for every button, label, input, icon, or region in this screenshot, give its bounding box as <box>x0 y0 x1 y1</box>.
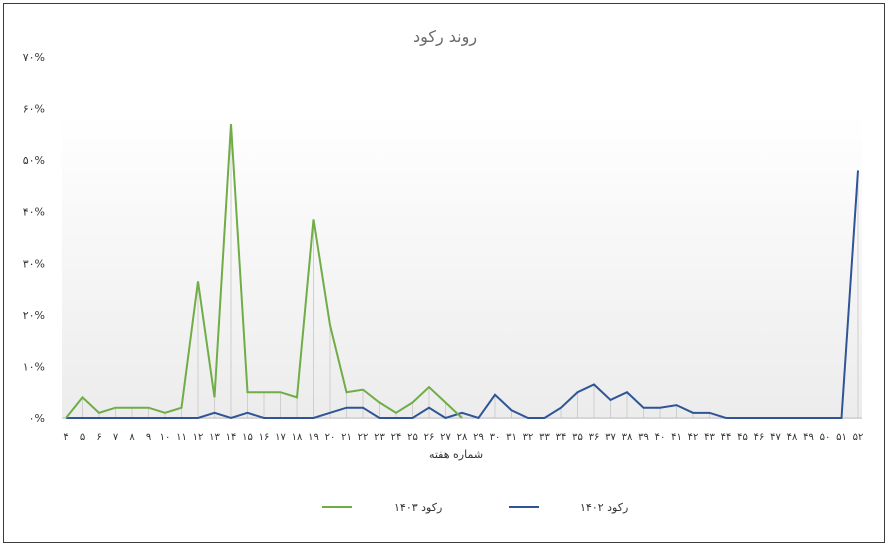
x-tick-label: ۱۵ <box>242 432 253 443</box>
x-tick-label: ۲۱ <box>341 432 352 443</box>
legend-label-1403: رکود ۱۴۰۳ <box>394 501 442 514</box>
y-tick-label: ۴۰% <box>23 206 45 219</box>
x-tick-label: ۱۶ <box>259 432 270 443</box>
x-axis-title: شماره هفته <box>429 448 483 461</box>
x-tick-label: ۴ <box>63 432 68 443</box>
x-axis: ۴ ۵ ۶ ۷ ۸ ۹ ۱۰ ۱۱ ۱۲ ۱۳ ۱۴ ۱۵ ۱۶ ۱۷ ۱۸ ۱۹ ۲۰ ۲۱ ۲۲ ۲۳ ۲۴ ۲۵ ۲۶… <box>63 432 863 443</box>
x-tick-label: ۳۲ <box>523 432 534 443</box>
x-tick-label: ۳۱ <box>506 432 517 443</box>
x-tick-label: ۳۶ <box>589 432 600 443</box>
x-tick-label: ۳۷ <box>605 432 616 443</box>
x-tick-label: ۴۰ <box>655 432 666 443</box>
y-tick-label: ۳۰% <box>23 257 45 270</box>
x-tick-label: ۴۳ <box>704 432 715 443</box>
x-tick-label: ۵۱ <box>836 432 847 443</box>
x-tick-label: ۱۸ <box>292 432 303 443</box>
x-tick-label: ۲۲ <box>358 432 369 443</box>
x-tick-label: ۳۴ <box>556 432 567 443</box>
x-tick-label: ۵ <box>80 432 85 443</box>
x-tick-label: ۲۶ <box>424 432 435 443</box>
legend: رکود ۱۴۰۳ رکود ۱۴۰۲ <box>322 501 628 514</box>
x-tick-label: ۱۰ <box>160 432 171 443</box>
x-tick-label: ۳۹ <box>638 432 649 443</box>
x-tick-label: ۴۷ <box>770 432 781 443</box>
y-tick-label: ۵۰% <box>23 154 45 167</box>
x-tick-label: ۴۶ <box>754 432 765 443</box>
x-tick-label: ۴۲ <box>688 432 699 443</box>
x-tick-label: ۲۵ <box>407 432 418 443</box>
x-tick-label: ۶ <box>96 432 101 443</box>
x-tick-label: ۵۲ <box>853 432 864 443</box>
x-tick-label: ۲۹ <box>473 432 484 443</box>
y-tick-label: ۷۰% <box>23 51 45 64</box>
x-tick-label: ۱۴ <box>226 432 237 443</box>
x-tick-label: ۲۳ <box>374 432 385 443</box>
x-tick-label: ۳۳ <box>539 432 550 443</box>
x-tick-label: ۲۴ <box>391 432 402 443</box>
x-tick-label: ۴۵ <box>737 432 748 443</box>
y-tick-label: ۶۰% <box>23 103 45 116</box>
drop-lines <box>82 124 859 418</box>
y-axis: ۰% ۱۰% ۲۰% ۳۰% ۴۰% ۵۰% ۶۰% ۷۰% <box>23 51 45 425</box>
x-tick-label: ۲۰ <box>325 432 336 443</box>
x-tick-label: ۱۹ <box>308 432 319 443</box>
x-tick-label: ۱۲ <box>193 432 204 443</box>
x-tick-label: ۳۰ <box>490 432 501 443</box>
x-tick-label: ۴۹ <box>803 432 814 443</box>
x-tick-label: ۴۴ <box>721 432 732 443</box>
x-tick-label: ۲۷ <box>440 432 451 443</box>
series-layer <box>65 123 859 420</box>
x-tick-label: ۱۷ <box>275 432 286 443</box>
chart-title: روند رکود <box>413 27 477 47</box>
legend-label-1402: رکود ۱۴۰۲ <box>580 501 628 514</box>
x-tick-label: ۲۸ <box>457 432 468 443</box>
y-tick-label: ۲۰% <box>23 309 45 322</box>
x-tick-label: ۳۸ <box>622 432 633 443</box>
y-tick-label: ۱۰% <box>23 360 45 373</box>
x-tick-label: ۴۱ <box>671 432 682 443</box>
x-tick-label: ۱۳ <box>209 432 220 443</box>
x-tick-label: ۷ <box>113 432 119 443</box>
x-tick-label: ۸ <box>129 432 135 443</box>
x-tick-label: ۹ <box>146 432 151 443</box>
series-line <box>66 170 859 420</box>
series-line <box>65 123 463 419</box>
x-tick-label: ۳۵ <box>572 432 583 443</box>
y-tick-label: ۰% <box>29 412 45 425</box>
x-tick-label: ۴۸ <box>787 432 798 443</box>
x-tick-label: ۱۱ <box>176 432 187 443</box>
x-tick-label: ۵۰ <box>820 432 831 443</box>
plot-area-background <box>62 114 862 419</box>
